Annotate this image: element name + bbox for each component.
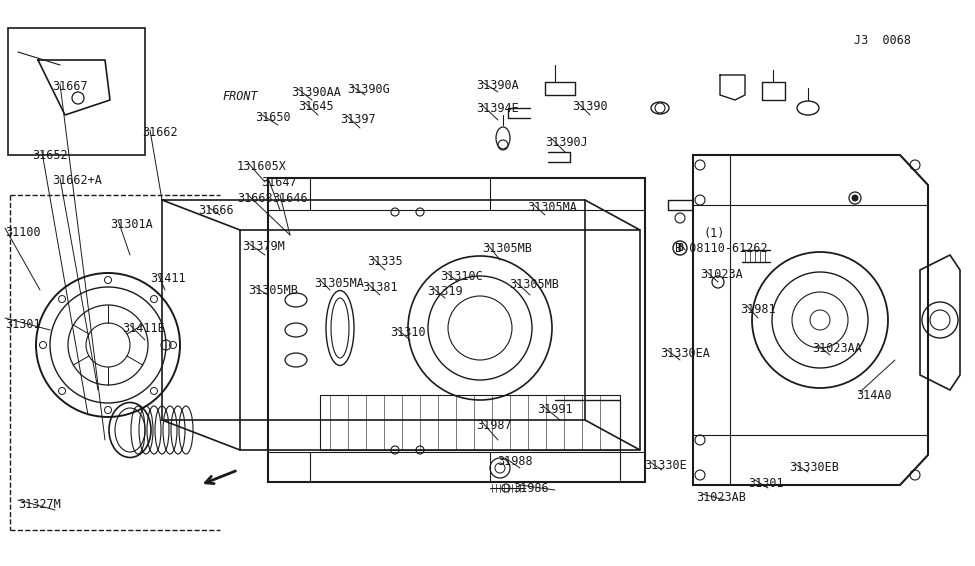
Text: 31330E: 31330E xyxy=(644,459,686,472)
Text: 31381: 31381 xyxy=(362,281,398,294)
Text: 31662: 31662 xyxy=(142,126,177,139)
Text: 31390J: 31390J xyxy=(545,136,588,149)
Text: 31023A: 31023A xyxy=(700,268,743,281)
Text: 31390G: 31390G xyxy=(347,83,390,96)
Text: 31646: 31646 xyxy=(272,192,308,205)
Text: 31305MB: 31305MB xyxy=(509,278,559,291)
Text: 31310C: 31310C xyxy=(440,270,483,283)
Text: 31645: 31645 xyxy=(298,100,333,113)
Text: 31330EA: 31330EA xyxy=(660,347,710,360)
Text: 31397: 31397 xyxy=(340,113,375,126)
Text: 31411: 31411 xyxy=(150,272,185,285)
Text: 31305MA: 31305MA xyxy=(314,277,364,290)
Text: 31390: 31390 xyxy=(572,100,607,113)
Text: 31335: 31335 xyxy=(367,255,403,268)
Text: 31319: 31319 xyxy=(427,285,462,298)
Text: (1): (1) xyxy=(704,227,725,240)
Text: 31988: 31988 xyxy=(497,455,532,468)
Text: 31023AB: 31023AB xyxy=(696,491,746,504)
Text: 31987: 31987 xyxy=(476,419,512,432)
Text: 31390AA: 31390AA xyxy=(291,86,341,99)
Text: 31991: 31991 xyxy=(537,403,572,416)
Bar xyxy=(8,28,145,155)
Text: 31667: 31667 xyxy=(52,80,88,93)
Text: 31411E: 31411E xyxy=(122,322,165,335)
Text: 31301: 31301 xyxy=(748,477,784,490)
Text: FRONT: FRONT xyxy=(222,90,257,103)
Circle shape xyxy=(852,195,858,201)
Text: 31327M: 31327M xyxy=(18,498,60,511)
Text: 314A0: 314A0 xyxy=(856,389,891,402)
Text: 131605X: 131605X xyxy=(237,160,287,173)
Text: 31379M: 31379M xyxy=(242,240,285,253)
Text: B: B xyxy=(677,243,682,253)
Text: 31305MB: 31305MB xyxy=(482,242,532,255)
Text: 31666: 31666 xyxy=(198,204,234,217)
Bar xyxy=(320,395,620,450)
Text: 31100: 31100 xyxy=(5,226,41,239)
Text: 31981: 31981 xyxy=(740,303,776,316)
Text: 31301A: 31301A xyxy=(110,218,153,231)
Text: 31668: 31668 xyxy=(237,192,273,205)
Text: 31330EB: 31330EB xyxy=(789,461,838,474)
Text: J3  0068: J3 0068 xyxy=(854,34,911,47)
Text: 31652: 31652 xyxy=(32,149,67,162)
Bar xyxy=(268,178,645,482)
Text: 31647: 31647 xyxy=(261,176,296,189)
Text: 31023AA: 31023AA xyxy=(812,342,862,355)
Text: 31650: 31650 xyxy=(255,111,291,124)
Text: 31305MB: 31305MB xyxy=(248,284,298,297)
Text: 31662+A: 31662+A xyxy=(52,174,101,187)
Text: 31310: 31310 xyxy=(390,326,426,339)
Text: B 08110-61262: B 08110-61262 xyxy=(675,242,767,255)
Text: 31305MA: 31305MA xyxy=(527,201,577,214)
Text: 31390A: 31390A xyxy=(476,79,519,92)
Text: 31986: 31986 xyxy=(513,482,549,495)
Text: 31394E: 31394E xyxy=(476,102,519,115)
Text: 31301: 31301 xyxy=(5,318,41,331)
